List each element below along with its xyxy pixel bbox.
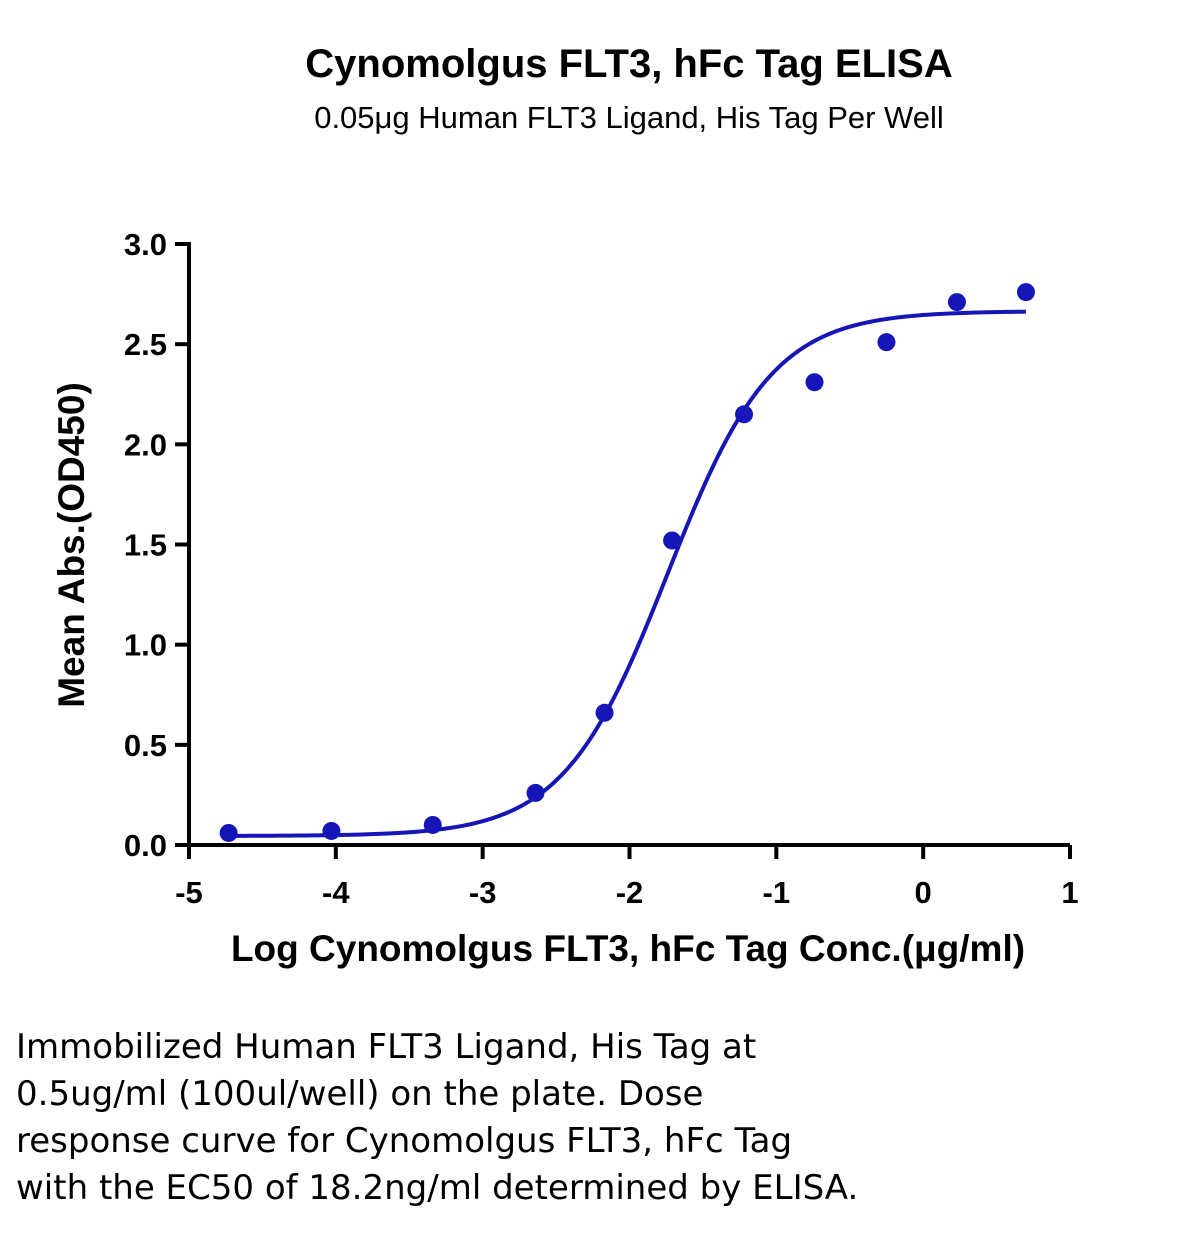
- data-point: [322, 821, 341, 840]
- y-tick-label: 0.5: [124, 728, 167, 763]
- data-point: [219, 823, 238, 842]
- caption-line: with the EC50 of 18.2ng/ml determined by…: [16, 1168, 859, 1208]
- figure-caption: Immobilized Human FLT3 Ligand, His Tag a…: [16, 1024, 1176, 1212]
- x-tick-label: -1: [763, 875, 791, 910]
- x-tick-label: 1: [1061, 875, 1078, 910]
- caption-line: response curve for Cynomolgus FLT3, hFc …: [16, 1121, 793, 1161]
- data-point: [877, 333, 896, 352]
- data-point: [1016, 283, 1035, 302]
- dose-response-chart: -5 -4 -3 -2 -1 0 1 0.0 0.5 1.0 1.5 2.0 2.5 3.0 Log Cy…: [51, 227, 1079, 969]
- caption-line: 0.5ug/ml (100ul/well) on the plate. Dose: [16, 1074, 704, 1114]
- data-point: [805, 373, 824, 392]
- data-point: [735, 405, 754, 424]
- data-point: [663, 531, 682, 550]
- x-tick-label: -3: [469, 875, 497, 910]
- data-point: [526, 783, 545, 802]
- data-points-layer: [219, 283, 1035, 842]
- y-tick-label: 2.5: [124, 327, 167, 362]
- y-tick-label: 0.0: [124, 828, 167, 863]
- y-tick-label: 1.5: [124, 528, 167, 563]
- fit-curve: [228, 309, 1026, 838]
- data-point: [947, 293, 966, 312]
- chart-title: Cynomolgus FLT3, hFc Tag ELISA: [305, 42, 953, 86]
- axes: -5 -4 -3 -2 -1 0 1 0.0 0.5 1.0 1.5 2.0 2.5 3.0: [124, 227, 1079, 910]
- y-tick-label: 1.0: [124, 628, 167, 663]
- fit-curve-layer: [228, 309, 1026, 838]
- y-axis-title: Mean Abs.(OD450): [51, 382, 92, 708]
- x-tick-label: -4: [322, 875, 350, 910]
- x-tick-label: -2: [616, 875, 644, 910]
- x-axis-title: Log Cynomolgus FLT3, hFc Tag Conc.(μg/ml…: [231, 928, 1025, 969]
- chart-subtitle: 0.05μg Human FLT3 Ligand, His Tag Per We…: [314, 100, 944, 135]
- x-tick-label: -5: [175, 875, 203, 910]
- data-point: [423, 815, 442, 834]
- caption-line: Immobilized Human FLT3 Ligand, His Tag a…: [16, 1027, 757, 1067]
- data-point: [595, 703, 614, 722]
- x-tick-label: 0: [915, 875, 932, 910]
- y-tick-label: 3.0: [124, 227, 167, 262]
- y-tick-label: 2.0: [124, 427, 167, 462]
